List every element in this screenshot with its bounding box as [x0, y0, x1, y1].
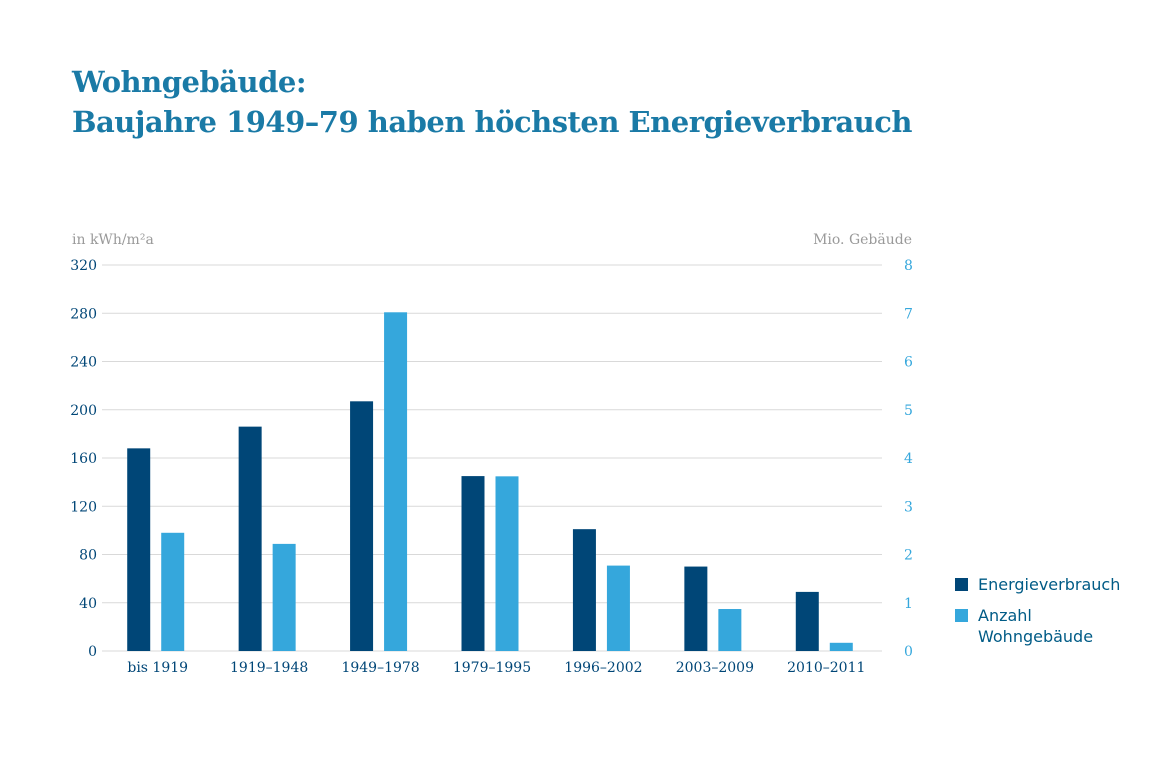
- bar-buildings: [718, 609, 742, 651]
- bar-buildings: [161, 532, 185, 651]
- legend-item-buildings: Anzahl Wohngebäude: [955, 605, 1128, 647]
- x-tick-label: 1996–2002: [564, 660, 642, 676]
- left-tick-label: 40: [79, 596, 97, 612]
- bar-buildings: [272, 543, 296, 651]
- bar-buildings: [829, 642, 853, 651]
- x-tick-label: 1949–1978: [341, 660, 419, 676]
- bar-energy: [684, 566, 708, 651]
- legend-swatch-energy: [955, 578, 968, 591]
- chart-legend: Energieverbrauch Anzahl Wohngebäude: [955, 574, 1128, 657]
- bar-buildings: [606, 565, 630, 651]
- right-tick-label: 5: [904, 403, 913, 419]
- left-tick-label: 320: [70, 258, 97, 274]
- x-tick-label: 1979–1995: [453, 660, 531, 676]
- legend-label-buildings: Anzahl Wohngebäude: [978, 606, 1094, 646]
- legend-swatch-buildings: [955, 609, 968, 622]
- bar-energy: [238, 426, 262, 651]
- right-tick-label: 0: [904, 644, 913, 660]
- right-tick-label: 1: [904, 596, 913, 612]
- left-tick-label: 280: [70, 306, 97, 322]
- legend-item-energy: Energieverbrauch: [955, 574, 1128, 595]
- bar-energy: [572, 529, 596, 651]
- bar-buildings: [384, 312, 408, 651]
- left-axis-label: in kWh/m²a: [72, 232, 154, 248]
- x-tick-label: 2003–2009: [676, 660, 754, 676]
- bar-energy: [795, 591, 819, 651]
- right-tick-label: 8: [904, 258, 913, 274]
- chart-title-line-2: Baujahre 1949–79 haben höchsten Energiev…: [72, 105, 912, 139]
- left-tick-label: 160: [70, 451, 97, 467]
- left-tick-label: 240: [70, 355, 97, 371]
- x-tick-label: bis 1919: [127, 660, 188, 676]
- legend-label-energy: Energieverbrauch: [978, 575, 1121, 594]
- right-tick-label: 7: [904, 306, 913, 322]
- left-tick-label: 80: [79, 548, 97, 564]
- bar-energy: [350, 401, 374, 651]
- right-tick-label: 4: [904, 451, 913, 467]
- bar-energy: [461, 476, 485, 651]
- right-tick-label: 6: [904, 355, 913, 371]
- right-tick-label: 2: [904, 548, 913, 564]
- bar-energy: [127, 448, 151, 651]
- chart-title: Wohngebäude: Baujahre 1949–79 haben höch…: [72, 62, 912, 142]
- right-tick-label: 3: [904, 499, 913, 515]
- bar-buildings: [495, 476, 519, 651]
- x-tick-label: 1919–1948: [230, 660, 308, 676]
- left-tick-label: 200: [70, 403, 97, 419]
- left-tick-label: 120: [70, 499, 97, 515]
- x-tick-label: 2010–2011: [787, 660, 865, 676]
- left-tick-label: 0: [88, 644, 97, 660]
- chart-title-line-1: Wohngebäude:: [72, 65, 307, 99]
- right-axis-label: Mio. Gebäude: [813, 232, 912, 248]
